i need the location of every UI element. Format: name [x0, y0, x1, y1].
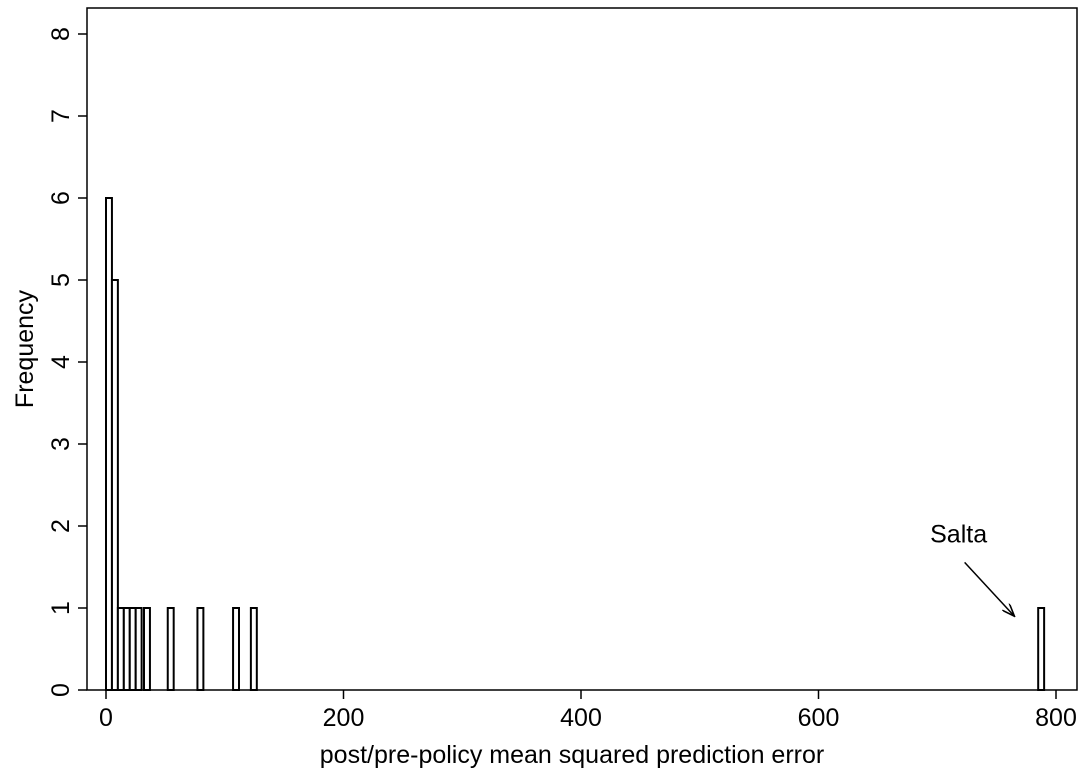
annotation-arrow [964, 561, 1015, 616]
histogram-bar [232, 607, 240, 691]
x-tick-label: 200 [323, 704, 365, 732]
annotations-group: Salta [930, 520, 1014, 616]
plot-area-frame [86, 7, 1078, 691]
y-axis: 0 1 2 3 4 5 6 7 8 [47, 27, 87, 697]
x-axis: 0 200 400 600 800 [99, 690, 1077, 732]
histogram-bar [143, 607, 151, 691]
y-tick-label: 4 [47, 355, 75, 369]
x-axis-label: post/pre-policy mean squared prediction … [320, 741, 824, 769]
x-tick-label: 800 [1035, 704, 1077, 732]
y-tick-label: 8 [47, 27, 75, 41]
y-tick-label: 0 [47, 683, 75, 697]
y-tick-label: 2 [47, 519, 75, 533]
annotation-label: Salta [930, 520, 987, 548]
histogram-bar [110, 279, 119, 691]
histogram-bar [249, 607, 258, 691]
histogram-bar [134, 607, 143, 691]
y-tick-label: 6 [47, 191, 75, 205]
x-tick-label: 600 [798, 704, 840, 732]
y-tick-label: 1 [47, 601, 75, 615]
y-tick-label: 7 [47, 109, 75, 123]
x-tick-label: 0 [99, 704, 113, 732]
histogram-bar [166, 607, 175, 691]
histogram-bar [1037, 607, 1046, 691]
bars-group [105, 197, 1046, 691]
x-tick-label: 400 [560, 704, 602, 732]
y-tick-label: 5 [47, 273, 75, 287]
histogram-bar [196, 607, 205, 691]
y-tick-label: 3 [47, 437, 75, 451]
y-axis-label: Frequency [11, 289, 39, 408]
